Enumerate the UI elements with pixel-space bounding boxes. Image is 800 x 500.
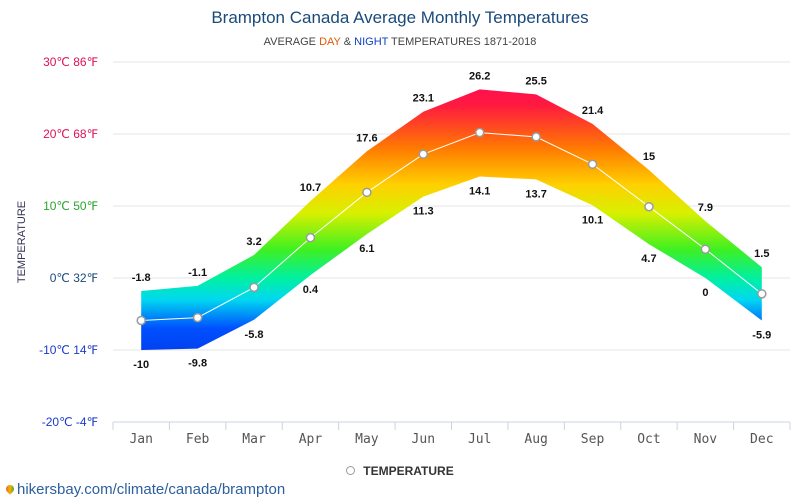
y-tick-label: -20℃ -4℉ [42, 415, 98, 429]
night-value-label: 10.1 [582, 214, 603, 226]
average-points [136, 127, 767, 326]
temperature-point[interactable] [136, 315, 146, 326]
y-tick-label: 10℃ 50℉ [43, 199, 98, 213]
y-tick-label: 30℃ 86℉ [43, 55, 98, 69]
subtitle-suffix: TEMPERATURES 1871-2018 [391, 36, 537, 48]
temperature-point[interactable] [700, 244, 711, 254]
x-tick-label: May [355, 432, 379, 447]
night-value-label: -5.9 [752, 329, 771, 341]
day-value-label: -1.1 [188, 267, 207, 279]
x-tick-label: Mar [242, 432, 266, 447]
x-tick-label: Oct [637, 432, 660, 447]
day-night-range-band [141, 89, 762, 351]
night-value-label: 0 [702, 287, 708, 299]
chart-subtitle: AVERAGE DAY & NIGHT TEMPERATURES 1871-20… [0, 36, 800, 48]
temperature-point[interactable] [531, 132, 541, 142]
x-tick-label: Jun [412, 432, 435, 447]
night-value-label: 14.1 [469, 185, 490, 197]
y-tick-label: 20℃ 68℉ [43, 127, 98, 141]
x-tick-label: Apr [299, 432, 323, 447]
temperature-point[interactable] [418, 149, 429, 159]
legend[interactable]: TEMPERATURE [0, 464, 800, 478]
subtitle-day: DAY [319, 36, 341, 48]
day-value-label: 15 [643, 151, 655, 163]
night-value-label: -10 [133, 359, 149, 371]
night-value-label: 6.1 [359, 243, 374, 255]
temperature-point[interactable] [249, 282, 259, 293]
x-tick-label: Aug [524, 432, 547, 447]
night-value-label: 4.7 [641, 253, 656, 265]
day-value-label: 17.6 [356, 132, 377, 144]
x-axis-ticks: Jan Feb Mar Apr May Jun Jul Aug Sep Oct Nov Dec [129, 432, 773, 447]
x-tick-label: Jul [468, 432, 491, 447]
x-tick-label: Feb [186, 432, 210, 447]
day-value-label: 7.9 [698, 202, 713, 214]
source-link-text: hikersbay.com/climate/canada/brampton [17, 481, 286, 498]
subtitle-prefix: AVERAGE [263, 36, 317, 48]
temperature-line [141, 132, 763, 321]
subtitle-amp: & [343, 36, 352, 48]
day-value-label: 3.2 [246, 236, 261, 248]
legend-label: TEMPERATURE [363, 464, 454, 478]
x-tick-label: Jan [129, 432, 152, 447]
day-value-label: 21.4 [582, 105, 604, 117]
x-tick-label: Nov [694, 432, 718, 447]
x-tick-label: Sep [581, 432, 605, 447]
temperature-point[interactable] [305, 232, 316, 243]
day-value-label: 26.2 [469, 70, 490, 82]
y-tick-label: 0℃ 32℉ [50, 271, 98, 285]
night-value-label: -5.8 [245, 329, 264, 341]
y-tick-label: -10℃ 14℉ [39, 343, 98, 357]
x-tick-label: Dec [750, 432, 773, 447]
day-value-label: 10.7 [300, 182, 321, 194]
day-value-label: 1.5 [754, 248, 769, 260]
map-pin-icon [4, 483, 16, 495]
temperature-point[interactable] [192, 312, 203, 323]
temperature-point[interactable] [474, 127, 485, 138]
day-value-label: 25.5 [525, 75, 546, 87]
y-axis-ticks: 30℃ 86℉ 20℃ 68℉ 10℃ 50℉ 0℃ 32℉ -10℃ 14℉ -20℃ … [39, 55, 98, 429]
temperature-point[interactable] [644, 201, 654, 212]
night-value-label: 11.3 [413, 206, 434, 218]
temperature-range-area [141, 89, 762, 351]
subtitle-night: NIGHT [354, 36, 389, 48]
night-value-label: 13.7 [525, 188, 546, 200]
chart-title: Brampton Canada Average Monthly Temperat… [211, 8, 589, 27]
temperature-point[interactable] [362, 187, 372, 198]
legend-circle-icon [346, 466, 356, 476]
temperature-point[interactable] [587, 159, 598, 169]
data-labels: -1.8 -1.1 3.2 10.7 17.6 23.1 26.2 25.5 21.4 15 7.9… [132, 70, 772, 371]
temperature-point[interactable] [757, 289, 767, 299]
average-line [141, 132, 763, 321]
night-value-label: 0.4 [303, 284, 319, 296]
day-value-label: -1.8 [132, 272, 151, 284]
night-value-label: -9.8 [188, 358, 207, 370]
y-axis-label: TEMPERATURE [16, 201, 28, 283]
source-link[interactable]: hikersbay.com/climate/canada/brampton [4, 481, 286, 498]
day-value-label: 23.1 [413, 93, 434, 105]
